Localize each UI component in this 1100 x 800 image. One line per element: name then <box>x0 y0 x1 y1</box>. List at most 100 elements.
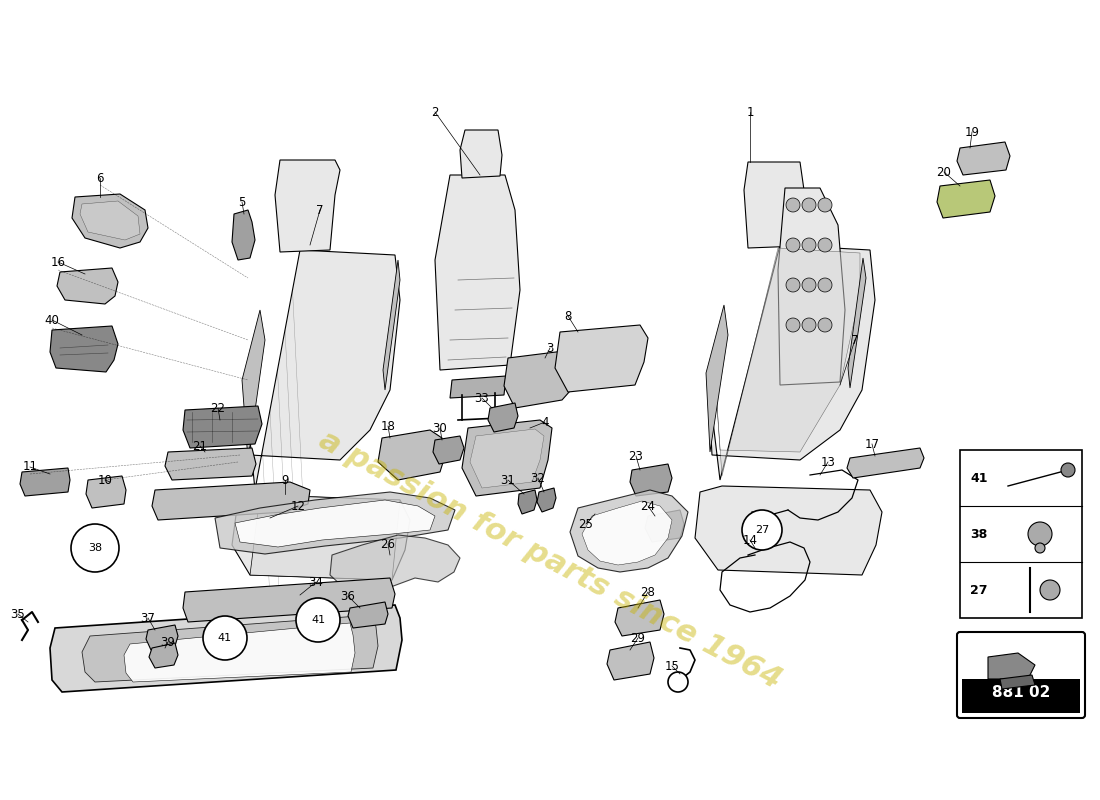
Text: 28: 28 <box>640 586 656 598</box>
Text: 32: 32 <box>530 471 546 485</box>
FancyBboxPatch shape <box>957 632 1085 718</box>
Text: 38: 38 <box>88 543 102 553</box>
Polygon shape <box>706 305 728 452</box>
Polygon shape <box>1000 675 1035 689</box>
Polygon shape <box>57 268 118 304</box>
Polygon shape <box>708 245 874 480</box>
Circle shape <box>802 198 816 212</box>
Text: 2: 2 <box>431 106 439 118</box>
Polygon shape <box>242 310 265 460</box>
Text: 881 02: 881 02 <box>992 685 1050 700</box>
Polygon shape <box>848 258 866 388</box>
Polygon shape <box>165 448 256 480</box>
Text: 27: 27 <box>970 583 988 597</box>
Polygon shape <box>330 535 460 598</box>
Polygon shape <box>378 430 446 480</box>
Text: 22: 22 <box>210 402 225 414</box>
Polygon shape <box>460 130 502 178</box>
Polygon shape <box>645 510 684 542</box>
Text: 13: 13 <box>821 455 835 469</box>
Text: 5: 5 <box>239 195 245 209</box>
Circle shape <box>668 672 688 692</box>
Text: 14: 14 <box>742 534 758 546</box>
Polygon shape <box>235 500 434 547</box>
Polygon shape <box>250 495 400 580</box>
Polygon shape <box>245 250 400 490</box>
Text: 38: 38 <box>970 527 988 541</box>
Polygon shape <box>957 142 1010 175</box>
Polygon shape <box>124 623 355 682</box>
Polygon shape <box>146 625 178 650</box>
Polygon shape <box>433 436 464 464</box>
Polygon shape <box>715 248 860 476</box>
Text: 36: 36 <box>341 590 355 602</box>
Text: 8: 8 <box>564 310 572 322</box>
Polygon shape <box>80 201 140 240</box>
Text: 30: 30 <box>432 422 448 434</box>
Circle shape <box>818 198 832 212</box>
Circle shape <box>1035 543 1045 553</box>
Circle shape <box>72 524 119 572</box>
Polygon shape <box>183 406 262 448</box>
Text: 18: 18 <box>381 419 395 433</box>
Text: 41: 41 <box>218 633 232 643</box>
Text: 3: 3 <box>547 342 553 354</box>
Text: 41: 41 <box>970 471 988 485</box>
Bar <box>962 679 1080 713</box>
Polygon shape <box>183 578 395 622</box>
Circle shape <box>818 318 832 332</box>
Text: 24: 24 <box>640 499 656 513</box>
Polygon shape <box>450 376 506 398</box>
Text: 17: 17 <box>865 438 880 450</box>
Text: 6: 6 <box>97 171 103 185</box>
Polygon shape <box>504 350 582 408</box>
Circle shape <box>786 198 800 212</box>
Text: 33: 33 <box>474 391 490 405</box>
Circle shape <box>1040 580 1060 600</box>
Polygon shape <box>937 180 996 218</box>
Circle shape <box>802 318 816 332</box>
Polygon shape <box>744 162 804 248</box>
Text: 20: 20 <box>936 166 952 178</box>
Polygon shape <box>556 325 648 392</box>
Text: 26: 26 <box>381 538 396 550</box>
Circle shape <box>786 238 800 252</box>
Polygon shape <box>434 175 520 370</box>
Text: 23: 23 <box>628 450 643 462</box>
Circle shape <box>802 238 816 252</box>
Circle shape <box>802 278 816 292</box>
Polygon shape <box>570 490 688 572</box>
Polygon shape <box>630 464 672 496</box>
Polygon shape <box>582 501 672 565</box>
Polygon shape <box>50 326 118 372</box>
Polygon shape <box>470 429 544 488</box>
Polygon shape <box>275 160 340 252</box>
Text: 37: 37 <box>141 611 155 625</box>
Polygon shape <box>488 403 518 432</box>
Text: 7: 7 <box>317 203 323 217</box>
Bar <box>960 450 1082 618</box>
Polygon shape <box>778 188 845 385</box>
Polygon shape <box>383 260 400 390</box>
Polygon shape <box>348 602 388 628</box>
Polygon shape <box>518 490 537 514</box>
Polygon shape <box>232 210 255 260</box>
Text: 1: 1 <box>746 106 754 118</box>
Text: 19: 19 <box>965 126 979 138</box>
Text: 39: 39 <box>161 635 175 649</box>
Circle shape <box>786 318 800 332</box>
Text: 12: 12 <box>290 499 306 513</box>
Text: a passion for parts since 1964: a passion for parts since 1964 <box>314 426 786 694</box>
Text: 9: 9 <box>282 474 288 486</box>
Circle shape <box>786 278 800 292</box>
Text: 15: 15 <box>664 659 680 673</box>
Circle shape <box>818 278 832 292</box>
Text: 4: 4 <box>541 415 549 429</box>
Polygon shape <box>152 482 310 520</box>
Text: 21: 21 <box>192 439 208 453</box>
Polygon shape <box>50 605 402 692</box>
Text: 7: 7 <box>851 334 859 346</box>
Polygon shape <box>607 642 654 680</box>
Circle shape <box>742 510 782 550</box>
Circle shape <box>818 238 832 252</box>
